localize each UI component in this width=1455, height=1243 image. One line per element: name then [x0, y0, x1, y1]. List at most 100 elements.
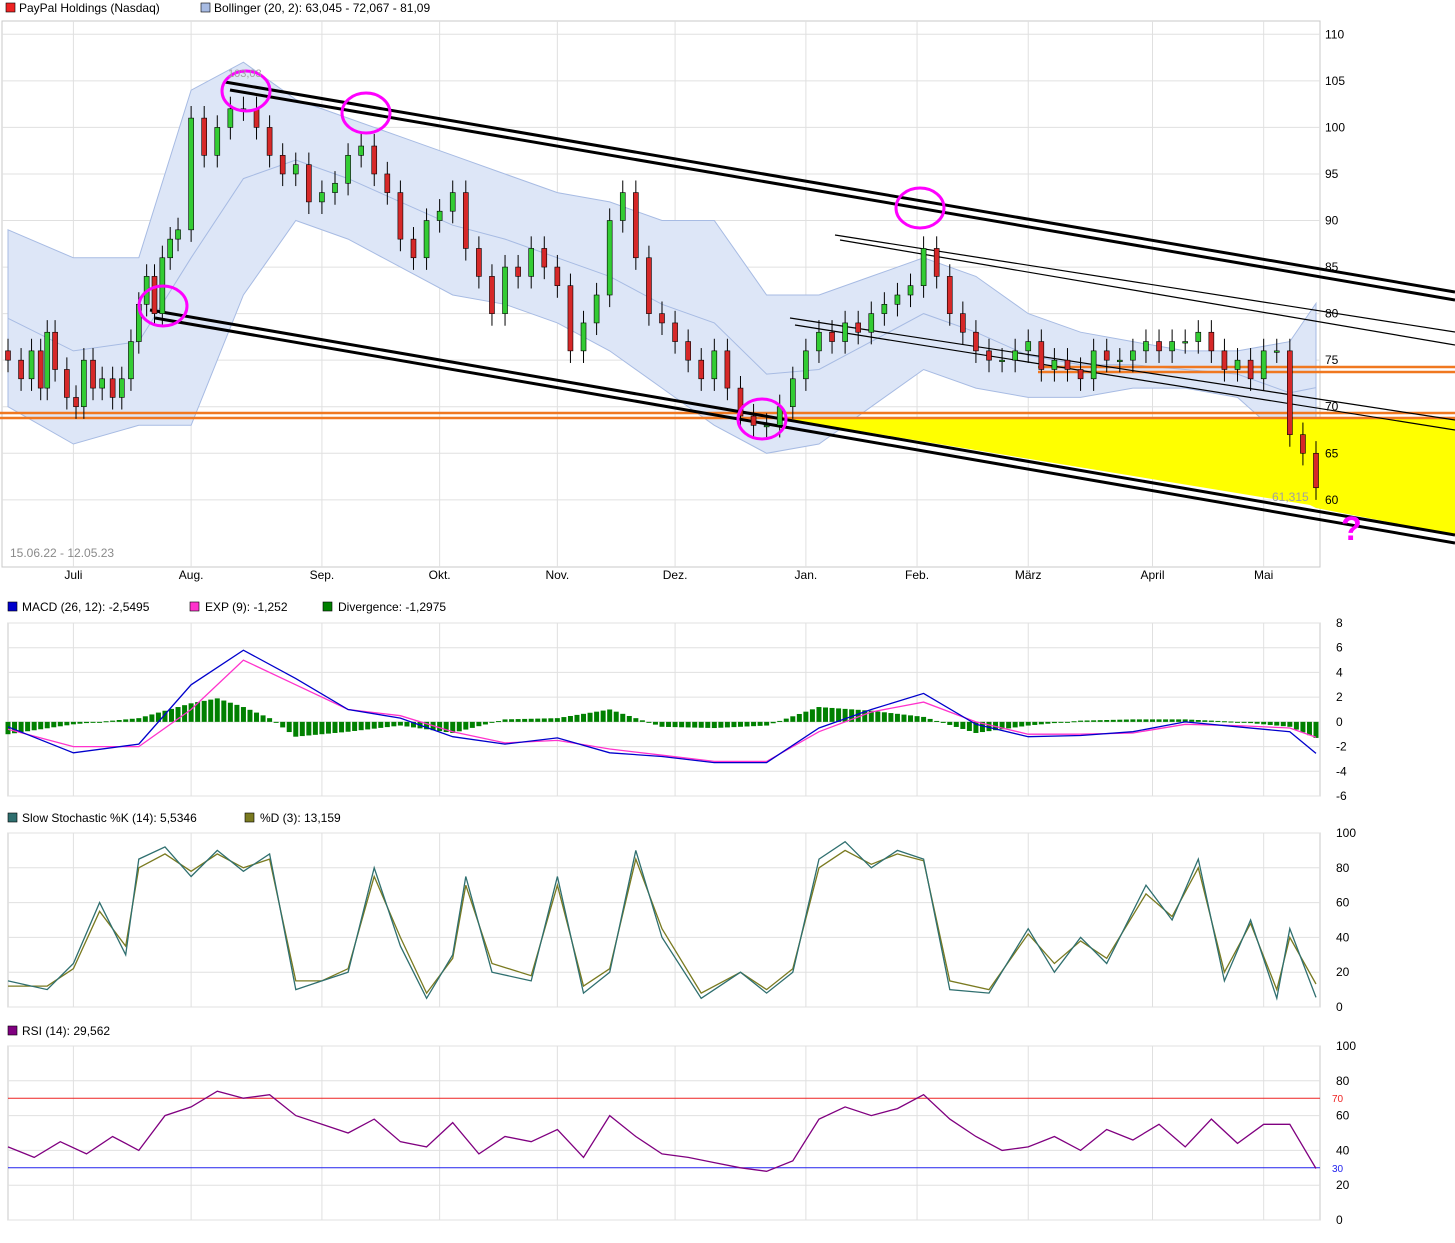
candle-body: [201, 117, 207, 156]
price-y-tick-label: 70: [1325, 400, 1339, 414]
candle-body: [554, 266, 561, 286]
candle-body: [672, 322, 678, 342]
rsi-line: [7, 1090, 1317, 1172]
candle-body: [306, 164, 312, 203]
candle-body: [606, 220, 613, 296]
candle-body: [410, 238, 417, 259]
divergence-bar: [737, 721, 743, 727]
divergence-bar: [18, 721, 24, 733]
panel-y-tick-label: 100: [1336, 1039, 1356, 1053]
candle-body: [1195, 331, 1202, 342]
highlight-circle: [736, 397, 788, 441]
divergence-bar: [1169, 719, 1175, 722]
divergence-bar: [1091, 720, 1097, 722]
divergence-bar: [450, 721, 456, 733]
candle-body: [128, 341, 134, 380]
divergence-bar: [744, 721, 750, 727]
candle-body: [816, 331, 822, 352]
candle-body: [502, 266, 508, 314]
divergence-bar: [1221, 721, 1227, 723]
divergence-bar: [881, 712, 887, 722]
candle-body: [167, 238, 173, 259]
candle-body: [462, 192, 469, 249]
panel-y-tick-label: 80: [1336, 1074, 1350, 1088]
candle-body: [449, 192, 456, 212]
date-range-label: 15.06.22 - 12.05.23: [10, 546, 114, 560]
candle-body: [1182, 341, 1188, 344]
divergence-bar: [299, 721, 305, 737]
candle-body: [1221, 350, 1228, 370]
divergence-bar: [979, 721, 985, 733]
divergence-bar: [522, 718, 528, 722]
divergence-bar: [1051, 721, 1057, 724]
rsi-grid: [8, 1045, 1320, 1221]
candle-body: [541, 248, 548, 268]
divergence-bar: [1032, 721, 1038, 725]
divergence-bar: [391, 721, 397, 727]
divergence-bar: [1156, 719, 1162, 722]
candle-body: [44, 331, 51, 389]
divergence-bar: [325, 721, 331, 734]
candle-body: [292, 164, 299, 175]
candle-body: [933, 248, 940, 277]
divergence-bar: [829, 707, 835, 722]
legend-bollinger-label: Bollinger (20, 2): 63,045 - 72,067 - 81,…: [214, 1, 430, 15]
candle-body: [711, 350, 718, 380]
divergence-bar: [339, 721, 345, 733]
divergence-bar: [607, 709, 613, 722]
divergence-bar: [823, 707, 828, 722]
divergence-bar: [90, 721, 96, 723]
divergence-bar: [123, 719, 129, 722]
panel-y-tick-label: 0: [1336, 1213, 1343, 1227]
divergence-bar: [1012, 721, 1018, 728]
divergence-bar: [70, 721, 76, 725]
divergence-bar: [698, 721, 704, 728]
candle-body: [920, 248, 927, 286]
divergence-bar: [378, 721, 384, 728]
candle-body: [1273, 350, 1280, 353]
divergence-bar: [162, 710, 168, 722]
divergence-bar: [51, 721, 57, 728]
candle-body: [842, 322, 848, 342]
divergence-bar: [312, 721, 318, 735]
rsi-70-label: 70: [1332, 1094, 1344, 1105]
candle-body: [685, 341, 691, 361]
highlight-circles: [137, 69, 946, 441]
candle-body: [659, 313, 665, 324]
candle-body: [1064, 359, 1071, 370]
divergence-bar: [227, 702, 233, 722]
divergence-bar: [921, 716, 927, 722]
divergence-bar: [581, 713, 587, 722]
panel-y-tick-label: 20: [1336, 965, 1350, 979]
divergence-bar: [875, 711, 881, 722]
divergence-bar: [280, 721, 286, 728]
panel-y-tick-label: 8: [1336, 616, 1343, 630]
highlight-circle: [137, 284, 189, 328]
divergence-bar: [1267, 721, 1273, 725]
candle-body: [175, 229, 181, 240]
divergence-bar: [809, 709, 815, 722]
macd-y-axis: 8 6 4 2 0 -2 -4 -6: [1336, 616, 1347, 803]
candle-body: [1169, 341, 1175, 352]
divergence-bar: [554, 718, 560, 722]
divergence-bar: [1215, 720, 1221, 722]
divergence-bar: [267, 718, 273, 722]
candle-body: [515, 266, 521, 277]
highlight-circle: [340, 91, 392, 135]
divergence-bar: [541, 718, 547, 722]
candle-body: [1025, 341, 1032, 352]
panel-y-tick-label: 80: [1336, 861, 1350, 875]
candle-body: [319, 192, 325, 203]
divergence-bar: [751, 721, 757, 727]
divergence-bar: [1025, 721, 1031, 726]
divergence-bar: [1189, 719, 1195, 722]
divergence-bar: [136, 718, 142, 722]
stochastic-k-line: [7, 840, 1317, 1001]
divergence-bar: [456, 721, 462, 732]
divergence-bar: [894, 713, 900, 722]
candle-body: [986, 350, 992, 361]
divergence-bar: [1143, 719, 1149, 722]
highlight-circle: [220, 69, 272, 113]
divergence-bar: [1006, 721, 1012, 729]
divergence-bar: [1248, 721, 1254, 724]
